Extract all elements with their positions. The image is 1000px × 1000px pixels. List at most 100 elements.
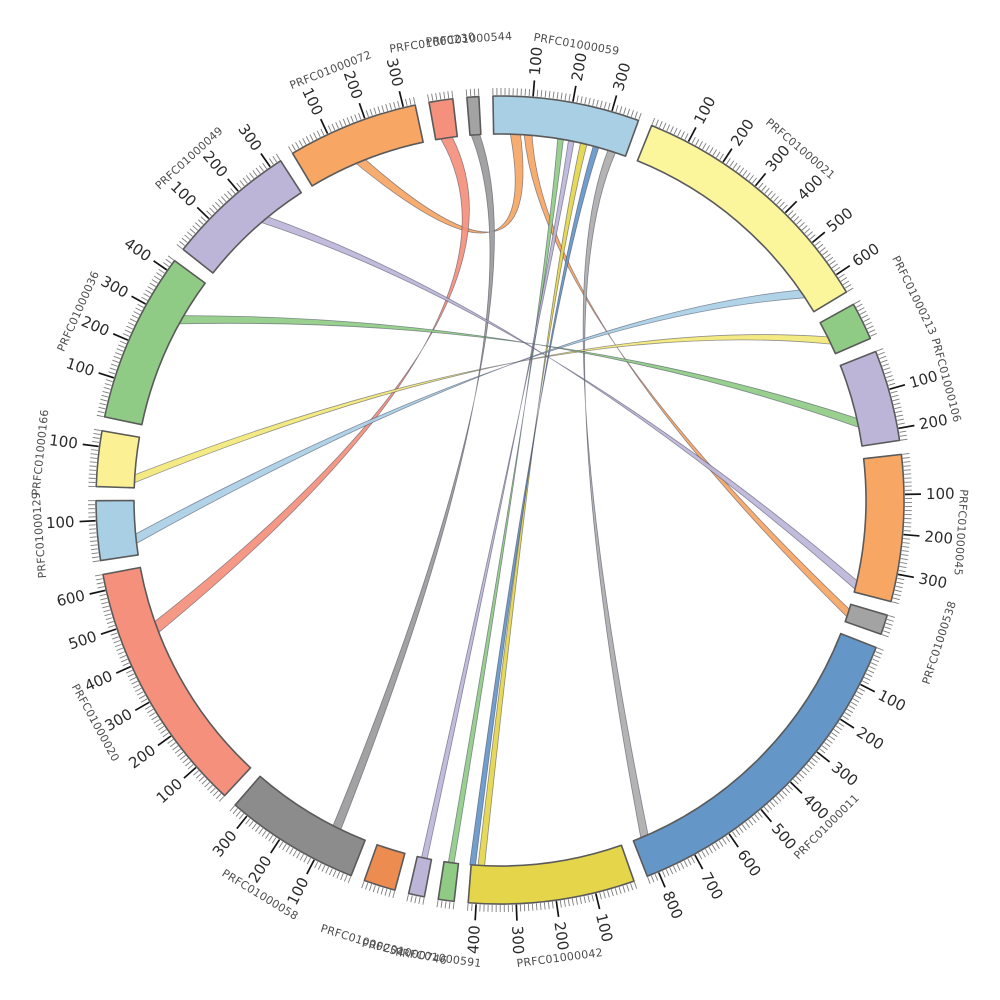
- minor-tick: [373, 107, 377, 115]
- minor-tick: [897, 418, 905, 421]
- major-ticks-PRFC01000045: 100 200 300: [897, 485, 955, 592]
- minor-tick: [890, 390, 898, 394]
- minor-tick: [748, 174, 754, 182]
- minor-tick: [725, 835, 731, 843]
- minor-tick: [795, 776, 802, 782]
- minor-tick: [824, 253, 831, 259]
- minor-tick: [100, 597, 108, 601]
- minor-tick: [94, 428, 102, 432]
- minor-tick: [151, 715, 158, 721]
- minor-tick: [900, 558, 908, 560]
- minor-tick: [677, 129, 682, 137]
- minor-tick: [796, 219, 803, 225]
- minor-tick: [742, 170, 748, 177]
- major-tick: [694, 854, 704, 870]
- ribbon-PRFC01000059-PRFC01000042: [469, 145, 600, 866]
- minor-tick: [393, 101, 396, 109]
- segment-PRFC01000106: [839, 350, 901, 447]
- minor-tick: [852, 698, 860, 703]
- major-tick: [358, 102, 366, 119]
- minor-tick: [596, 99, 599, 107]
- minor-tick: [258, 828, 264, 835]
- tick-number: 300: [508, 925, 527, 954]
- minor-tick: [868, 329, 876, 333]
- minor-tick: [469, 89, 472, 97]
- minor-tick: [90, 548, 99, 551]
- minor-tick: [695, 139, 700, 146]
- minor-tick: [698, 140, 703, 148]
- minor-tick: [751, 816, 757, 823]
- minor-tick: [548, 90, 551, 99]
- minor-tick: [560, 92, 563, 100]
- minor-tick: [592, 98, 595, 106]
- minor-tick: [895, 410, 903, 414]
- minor-tick: [690, 856, 696, 864]
- minor-tick: [381, 105, 385, 113]
- minor-tick: [638, 112, 642, 120]
- minor-tick: [856, 691, 864, 696]
- minor-tick: [831, 732, 838, 738]
- minor-tick: [826, 256, 834, 262]
- minor-tick: [584, 97, 587, 105]
- minor-tick: [610, 889, 614, 897]
- minor-tick: [436, 900, 439, 908]
- minor-tick: [155, 722, 163, 728]
- minor-tick: [136, 691, 144, 696]
- minor-tick: [745, 172, 751, 179]
- minor-tick: [255, 167, 261, 174]
- minor-tick: [540, 90, 543, 98]
- minor-tick: [583, 896, 586, 904]
- minor-tick: [444, 901, 447, 909]
- major-tick: [611, 95, 618, 112]
- major-tick: [728, 833, 739, 848]
- minor-tick: [535, 903, 538, 911]
- minor-tick: [854, 300, 861, 305]
- minor-ticks-PRFC01000213: [854, 300, 877, 337]
- minor-tick: [343, 874, 348, 882]
- minor-tick: [712, 149, 717, 156]
- minor-tick: [817, 243, 824, 249]
- minor-tick: [842, 280, 850, 286]
- minor-tick: [439, 92, 442, 100]
- minor-tick: [372, 885, 376, 893]
- minor-tick: [831, 263, 838, 269]
- minor-tick: [903, 461, 911, 463]
- minor-tick: [306, 857, 312, 865]
- minor-tick: [883, 630, 891, 634]
- minor-ticks-PRFC01000230: [427, 90, 454, 102]
- minor-tick: [414, 896, 417, 904]
- minor-tick: [110, 632, 118, 636]
- minor-tick: [90, 457, 98, 459]
- minor-tick: [342, 118, 347, 126]
- minor-tick: [92, 441, 100, 443]
- minor-ticks-PRFC01000021: [651, 117, 854, 292]
- minor-tick: [179, 754, 186, 761]
- minor-tick: [331, 123, 336, 131]
- minor-tick: [899, 434, 907, 437]
- minor-tick: [303, 855, 308, 863]
- minor-tick: [551, 901, 554, 909]
- minor-tick: [96, 414, 104, 418]
- minor-tick: [872, 658, 880, 663]
- minor-tick: [112, 359, 120, 363]
- segment-PRFC01000254: [363, 843, 406, 891]
- minor-tick: [842, 715, 849, 721]
- minor-tick: [799, 222, 805, 228]
- segment-PRFC01000591: [437, 860, 460, 903]
- minor-tick: [101, 601, 109, 605]
- minor-tick: [313, 132, 318, 140]
- minor-tick: [676, 864, 681, 871]
- minor-tick: [169, 742, 176, 748]
- segment-PRFC01000129: [95, 499, 139, 562]
- minor-tick: [251, 823, 257, 830]
- minor-tick: [599, 892, 602, 900]
- minor-tick: [268, 834, 274, 842]
- minor-tick: [119, 655, 127, 659]
- major-tick: [157, 735, 172, 747]
- minor-tick: [158, 268, 165, 274]
- minor-tick: [873, 654, 881, 659]
- minor-tick: [422, 897, 425, 905]
